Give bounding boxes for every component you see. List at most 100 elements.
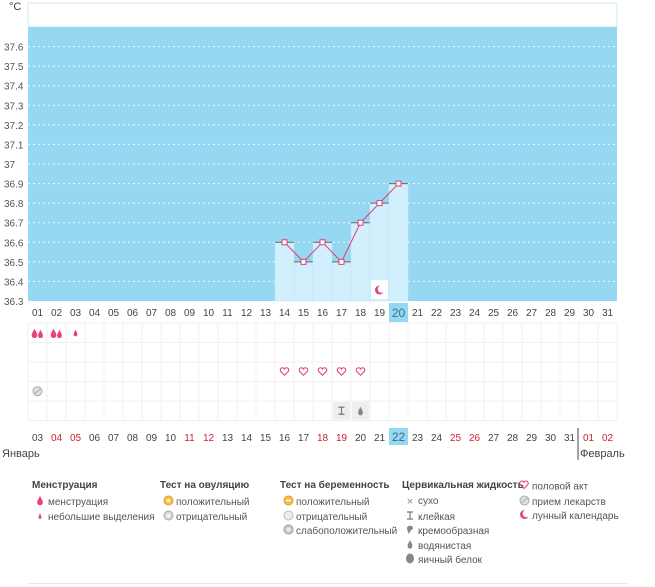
dry-icon: × (406, 496, 414, 508)
y-tick-label: 36.6 (4, 238, 24, 249)
cycle-day-label: 09 (184, 308, 196, 319)
date-label: 18 (317, 433, 329, 444)
highlight-day-bg (389, 303, 408, 322)
date-label: 09 (146, 433, 158, 444)
cycle-day-label: 05 (108, 308, 120, 319)
cycle-day-label: 23 (450, 308, 462, 319)
watery-icon (358, 406, 363, 416)
legend-item: положительный (296, 497, 370, 508)
moon-icon (516, 509, 532, 526)
temperature-bar (331, 261, 352, 302)
heart-icon (298, 367, 309, 377)
date-label: 12 (203, 433, 215, 444)
date-label: 14 (241, 433, 253, 444)
heart-icon (516, 480, 532, 496)
temperature-bar (350, 222, 371, 302)
date-label: 13 (222, 433, 234, 444)
date-label: 19 (336, 433, 348, 444)
legend-item: небольшие выделения (48, 511, 155, 523)
creamy-icon (402, 524, 418, 541)
date-label: 30 (545, 433, 557, 444)
date-label: 26 (469, 433, 481, 444)
pregnancy-negative-icon (280, 510, 296, 527)
ovulation-negative-icon (160, 510, 176, 527)
cycle-day-label: 20 (392, 306, 406, 320)
cycle-day-label: 13 (260, 308, 272, 319)
pregnancy-positive-icon (280, 495, 296, 512)
y-tick-label: 36.4 (4, 277, 24, 288)
legend-item: слабоположительный (296, 526, 398, 537)
temperature-point (300, 258, 307, 265)
moon-icon-cutout (377, 285, 386, 293)
y-tick-label: 37.3 (4, 101, 24, 112)
cycle-day-label: 06 (127, 308, 139, 319)
date-labels: 03 04 05 06 07 08 09 10 11 12 13 14 15 16 17 18 19 20 21 22… (32, 428, 614, 445)
legend-pregnancy: Тест на беременность положительный отриц… (280, 480, 397, 539)
y-tick-label: 36.5 (4, 258, 24, 269)
cycle-day-label: 18 (355, 308, 367, 319)
date-label: 02 (602, 433, 614, 444)
legend-title: Тест на беременность (280, 480, 390, 491)
date-label: 20 (355, 433, 367, 444)
legend-menstruation: Менструация менструация небольшие выделе… (32, 480, 155, 524)
y-tick-label: 36.9 (4, 180, 24, 191)
legend-item: половой акт (532, 481, 589, 493)
temperature-point (395, 180, 402, 187)
cycle-day-label: 28 (545, 308, 557, 319)
temperature-bar (293, 261, 314, 302)
legend-title: Цервикальная жидкость (402, 480, 524, 491)
light-spotting-icon (32, 510, 48, 527)
temperature-point (319, 239, 326, 246)
cycle-day-label: 17 (336, 308, 348, 319)
date-label: 07 (108, 433, 120, 444)
cycle-day-label: 26 (507, 308, 519, 319)
cycle-day-label: 11 (222, 308, 233, 319)
temperature-bar (388, 183, 409, 302)
temperature-point (281, 239, 288, 246)
legend-item: менструация (48, 497, 109, 508)
temperature-point (357, 219, 364, 226)
temperature-bar (312, 242, 333, 302)
heart-icon (336, 367, 347, 377)
legend-item: кремообразная (418, 526, 490, 537)
y-tick-label: 36.8 (4, 199, 24, 210)
date-label: 21 (374, 433, 386, 444)
menstruation-icon (50, 328, 57, 338)
plot-top-band (27, 2, 618, 28)
legend-title: Тест на овуляцию (160, 480, 250, 491)
legend-item: клейкая (418, 511, 456, 523)
cycle-day-label: 02 (51, 308, 63, 319)
ovulation-positive-icon (160, 495, 176, 512)
date-label: 11 (184, 433, 195, 444)
cycle-day-label: 15 (298, 308, 310, 319)
heart-icon (317, 367, 328, 377)
legend-item: яичный белок (418, 555, 483, 566)
light-spotting-icon (73, 329, 78, 337)
month-label-right: Февраль (580, 448, 625, 460)
cycle-day-label: 08 (165, 308, 177, 319)
cycle-day-label: 31 (602, 308, 614, 319)
menstruation-icon (32, 495, 48, 512)
legend-item: лунный календарь (532, 511, 619, 522)
y-tick-label: 37.4 (4, 82, 24, 93)
cycle-day-label: 01 (32, 308, 44, 319)
cycle-day-label: 27 (526, 308, 538, 319)
legend-cervical: Цервикальная жидкость × сухо клейкая крем… (402, 480, 524, 568)
y-tick-label: 36.3 (4, 297, 24, 308)
y-tick-label: 37.5 (4, 62, 24, 73)
date-label: 22 (392, 430, 406, 444)
legend-item: водянистая (418, 540, 472, 552)
cycle-day-label: 07 (146, 308, 158, 319)
menstruation-icon (31, 328, 38, 338)
y-tick-label: 36.7 (4, 219, 24, 230)
heart-icon (355, 367, 366, 377)
legend-item: прием лекарств (532, 496, 606, 508)
cycle-day-label: 04 (89, 308, 101, 319)
pill-icon-line (34, 388, 41, 395)
pregnancy-weak-icon (280, 524, 296, 541)
legend-ovulation: Тест на овуляцию положительный отрицател… (160, 480, 249, 524)
menstruation-icon-drop (57, 329, 62, 338)
date-label: 17 (298, 433, 310, 444)
legend-item: отрицательный (296, 511, 368, 523)
cycle-day-label: 24 (469, 308, 481, 319)
